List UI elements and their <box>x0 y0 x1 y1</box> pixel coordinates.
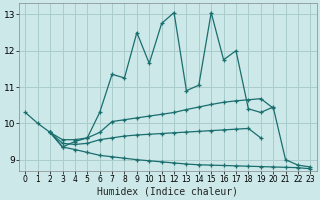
X-axis label: Humidex (Indice chaleur): Humidex (Indice chaleur) <box>97 187 238 197</box>
